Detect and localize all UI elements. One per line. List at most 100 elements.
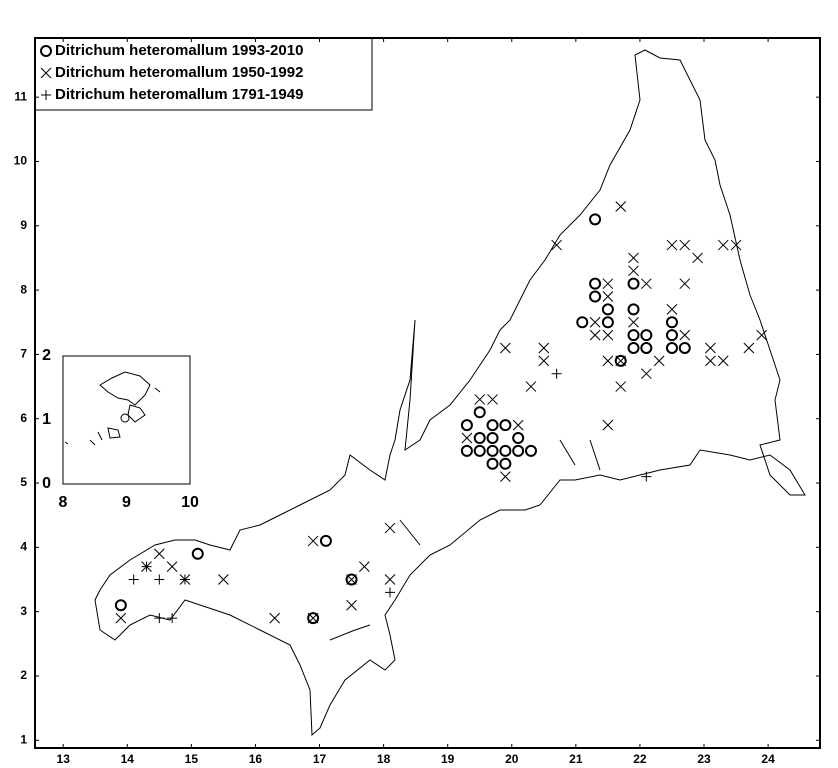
marker-x <box>512 419 524 431</box>
x-tick-label: 16 <box>249 752 263 766</box>
marker-circle <box>473 444 486 457</box>
marker-x <box>589 329 601 341</box>
marker-x <box>500 471 511 482</box>
marker-x <box>166 561 178 572</box>
marker-circle <box>640 341 653 354</box>
marker-circle <box>460 444 473 457</box>
marker-x <box>628 265 639 277</box>
marker-circle <box>678 341 691 354</box>
marker-plus <box>167 613 178 624</box>
marker-circle <box>665 316 678 329</box>
marker-x <box>615 381 627 392</box>
marker-x <box>602 355 614 367</box>
plot-frame <box>34 37 821 749</box>
marker-x <box>461 432 473 444</box>
marker-x <box>384 522 396 534</box>
marker-circle <box>319 534 332 547</box>
marker-x <box>628 316 639 328</box>
inset-islands <box>64 371 161 446</box>
marker-plus <box>551 368 562 379</box>
x-tick-label: 22 <box>633 752 647 766</box>
marker-x <box>602 278 614 290</box>
marker-x <box>538 342 550 354</box>
legend-label: Ditrichum heteromallum 1950-1992 <box>55 64 303 81</box>
marker-circle <box>512 444 525 457</box>
marker-x <box>307 535 319 547</box>
marker-x <box>384 574 396 585</box>
marker-x <box>153 548 165 560</box>
marker-circle <box>627 329 640 342</box>
marker-x <box>717 355 729 367</box>
y-tick-label: 1 <box>20 732 27 746</box>
marker-x <box>615 355 627 367</box>
marker-x <box>640 278 652 290</box>
y-tick-label: 0 <box>42 475 51 492</box>
marker-circle <box>486 419 499 432</box>
y-tick-label: 3 <box>20 604 27 618</box>
y-tick-label: 1 <box>42 411 51 428</box>
coastline <box>94 49 806 737</box>
marker-x <box>487 394 498 405</box>
marker-x <box>538 355 550 367</box>
x-tick-label: 9 <box>122 494 131 511</box>
marker-plus <box>128 574 139 585</box>
marker-circle <box>345 573 358 586</box>
marker-x <box>705 355 716 367</box>
y-tick-label: 6 <box>20 411 27 425</box>
x-tick-label: 19 <box>441 752 455 766</box>
marker-circle <box>589 213 602 226</box>
marker-x <box>500 342 511 354</box>
marker-x <box>589 316 601 328</box>
marker-x <box>679 329 691 341</box>
marker-circle <box>627 303 640 316</box>
marker-x <box>743 342 755 354</box>
marker-x <box>269 612 281 624</box>
y-tick-label: 8 <box>20 282 27 296</box>
marker-plus <box>641 471 652 482</box>
marker-x <box>602 419 614 431</box>
marker-circle <box>473 406 486 419</box>
y-tick-label: 4 <box>20 540 27 554</box>
marker-circle <box>191 547 204 560</box>
y-tick-label: 2 <box>20 668 27 682</box>
y-tick-label: 5 <box>20 475 27 489</box>
marker-circle <box>665 341 678 354</box>
marker-circle <box>473 432 486 445</box>
marker-x <box>115 612 127 624</box>
marker-x <box>730 239 742 251</box>
marker-x <box>705 342 716 354</box>
marker-circle <box>640 329 653 342</box>
plot-frame <box>62 355 191 485</box>
marker-circle <box>665 329 678 342</box>
marker-circle <box>627 277 640 290</box>
marker-circle <box>499 457 512 470</box>
legend-label: Ditrichum heteromallum 1993-2010 <box>55 42 303 59</box>
marker-circle <box>114 599 127 612</box>
legend-marker <box>41 90 51 100</box>
marker-x <box>640 368 652 380</box>
marker-plus <box>141 561 152 572</box>
marker-circle <box>499 419 512 432</box>
x-tick-label: 14 <box>121 752 135 766</box>
x-tick-label: 24 <box>761 752 775 766</box>
marker-x <box>679 278 691 290</box>
marker-plus <box>385 587 396 598</box>
marker-circle <box>499 444 512 457</box>
marker-plus <box>154 613 165 624</box>
x-tick-label: 17 <box>313 752 327 766</box>
marker-x <box>666 239 678 251</box>
marker-x <box>474 394 486 405</box>
marker-x <box>653 355 665 367</box>
marker-circle <box>486 444 499 457</box>
marker-circle <box>524 444 537 457</box>
marker-x <box>525 381 537 392</box>
x-tick-label: 13 <box>57 752 71 766</box>
marker-x <box>756 329 768 341</box>
x-tick-label: 21 <box>569 752 583 766</box>
marker-x <box>602 329 614 341</box>
legend: Ditrichum heteromallum 1993-2010 Ditrichu… <box>34 37 373 111</box>
marker-circle <box>512 432 525 445</box>
legend-label: Ditrichum heteromallum 1791-1949 <box>55 86 303 103</box>
